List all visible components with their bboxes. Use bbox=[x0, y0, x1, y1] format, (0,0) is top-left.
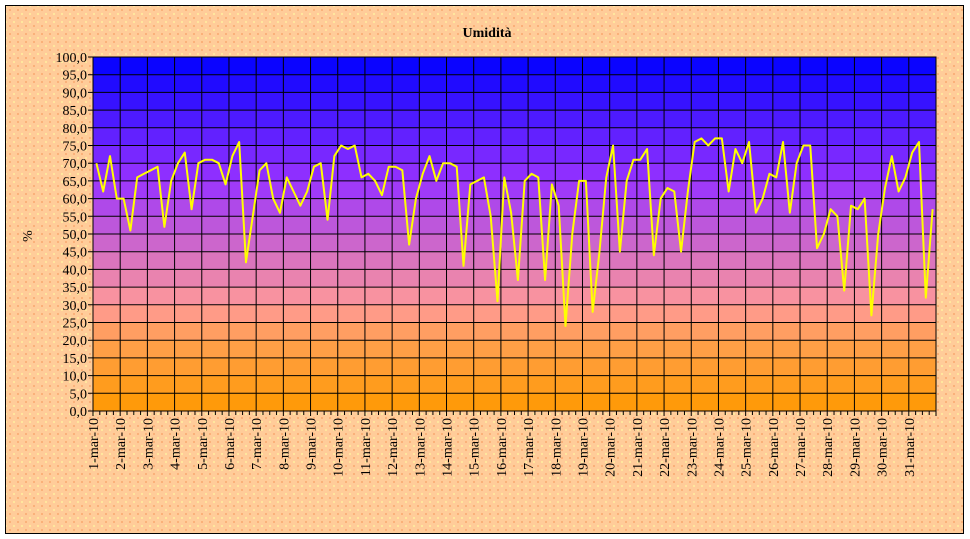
y-tick-label: 10,0 bbox=[63, 370, 88, 385]
y-tick-label: 100,0 bbox=[56, 51, 88, 66]
plot-band bbox=[93, 357, 936, 376]
plot-band bbox=[93, 251, 936, 270]
y-tick-label: 50,0 bbox=[63, 228, 88, 243]
x-tick-label: 29-mar-10 bbox=[848, 418, 863, 477]
y-tick-label: 85,0 bbox=[63, 104, 88, 119]
y-tick-label: 60,0 bbox=[63, 193, 88, 208]
chart-title: Umidità bbox=[463, 26, 512, 41]
y-tick-label: 45,0 bbox=[63, 246, 88, 261]
y-tick-label: 55,0 bbox=[63, 210, 88, 225]
x-tick-label: 13-mar-10 bbox=[413, 418, 428, 477]
y-tick-label: 90,0 bbox=[63, 86, 88, 101]
y-tick-label: 95,0 bbox=[63, 69, 88, 84]
plot-band bbox=[93, 198, 936, 217]
y-tick-label: 15,0 bbox=[63, 352, 88, 367]
plot-border bbox=[92, 56, 937, 412]
plot-band bbox=[93, 57, 936, 75]
y-tick-label: 20,0 bbox=[63, 334, 88, 349]
y-tick-label: 75,0 bbox=[63, 140, 88, 155]
x-tick-label: 16-mar-10 bbox=[495, 418, 510, 477]
y-tick-label: 35,0 bbox=[63, 281, 88, 296]
x-tick-label: 18-mar-10 bbox=[549, 418, 564, 477]
x-tick-label: 8-mar-10 bbox=[277, 418, 292, 470]
y-tick-label: 0,0 bbox=[70, 405, 88, 420]
x-tick-label: 12-mar-10 bbox=[386, 418, 401, 477]
y-tick-label: 25,0 bbox=[63, 317, 88, 332]
x-tick-label: 1-mar-10 bbox=[87, 418, 102, 470]
plot-band bbox=[93, 287, 936, 305]
plot-band bbox=[93, 74, 936, 93]
y-tick-label: 65,0 bbox=[63, 175, 88, 190]
x-tick-label: 17-mar-10 bbox=[522, 418, 537, 477]
x-tick-label: 26-mar-10 bbox=[767, 418, 782, 477]
plot-band bbox=[93, 216, 936, 234]
x-tick-label: 4-mar-10 bbox=[169, 418, 184, 470]
plot-band bbox=[93, 180, 936, 199]
plot-band bbox=[93, 127, 936, 146]
x-tick-label: 27-mar-10 bbox=[794, 418, 809, 477]
y-axis-label: % bbox=[21, 230, 36, 242]
x-tick-label: 28-mar-10 bbox=[821, 418, 836, 477]
plot-band bbox=[93, 304, 936, 323]
plot-band bbox=[93, 92, 936, 111]
x-tick-label: 22-mar-10 bbox=[658, 418, 673, 477]
x-tick-label: 21-mar-10 bbox=[631, 418, 646, 477]
x-tick-label: 2-mar-10 bbox=[114, 418, 129, 470]
y-tick-label: 40,0 bbox=[63, 263, 88, 278]
plot-band bbox=[93, 110, 936, 128]
plot-band bbox=[93, 269, 936, 288]
x-tick-label: 6-mar-10 bbox=[223, 418, 238, 470]
x-tick-label: 23-mar-10 bbox=[685, 418, 700, 477]
x-tick-label: 20-mar-10 bbox=[604, 418, 619, 477]
x-tick-label: 15-mar-10 bbox=[468, 418, 483, 477]
plot-band bbox=[93, 393, 936, 411]
x-tick-label: 7-mar-10 bbox=[250, 418, 265, 470]
x-tick-label: 30-mar-10 bbox=[876, 418, 891, 477]
x-tick-label: 11-mar-10 bbox=[359, 418, 374, 476]
plot-band bbox=[93, 322, 936, 341]
x-tick-label: 10-mar-10 bbox=[332, 418, 347, 477]
x-tick-label: 19-mar-10 bbox=[576, 418, 591, 477]
x-tick-label: 25-mar-10 bbox=[740, 418, 755, 477]
x-tick-label: 14-mar-10 bbox=[441, 418, 456, 477]
x-tick-label: 5-mar-10 bbox=[196, 418, 211, 470]
y-tick-label: 80,0 bbox=[63, 122, 88, 137]
x-tick-label: 31-mar-10 bbox=[903, 418, 918, 477]
y-tick-label: 5,0 bbox=[70, 387, 88, 402]
y-tick-label: 70,0 bbox=[63, 157, 88, 172]
x-tick-label: 3-mar-10 bbox=[141, 418, 156, 470]
y-tick-label: 30,0 bbox=[63, 299, 88, 314]
humidity-series-line bbox=[95, 137, 934, 327]
plot-band bbox=[93, 340, 936, 358]
x-tick-label: 9-mar-10 bbox=[305, 418, 320, 470]
x-tick-label: 24-mar-10 bbox=[712, 418, 727, 477]
plot-band bbox=[93, 375, 936, 394]
